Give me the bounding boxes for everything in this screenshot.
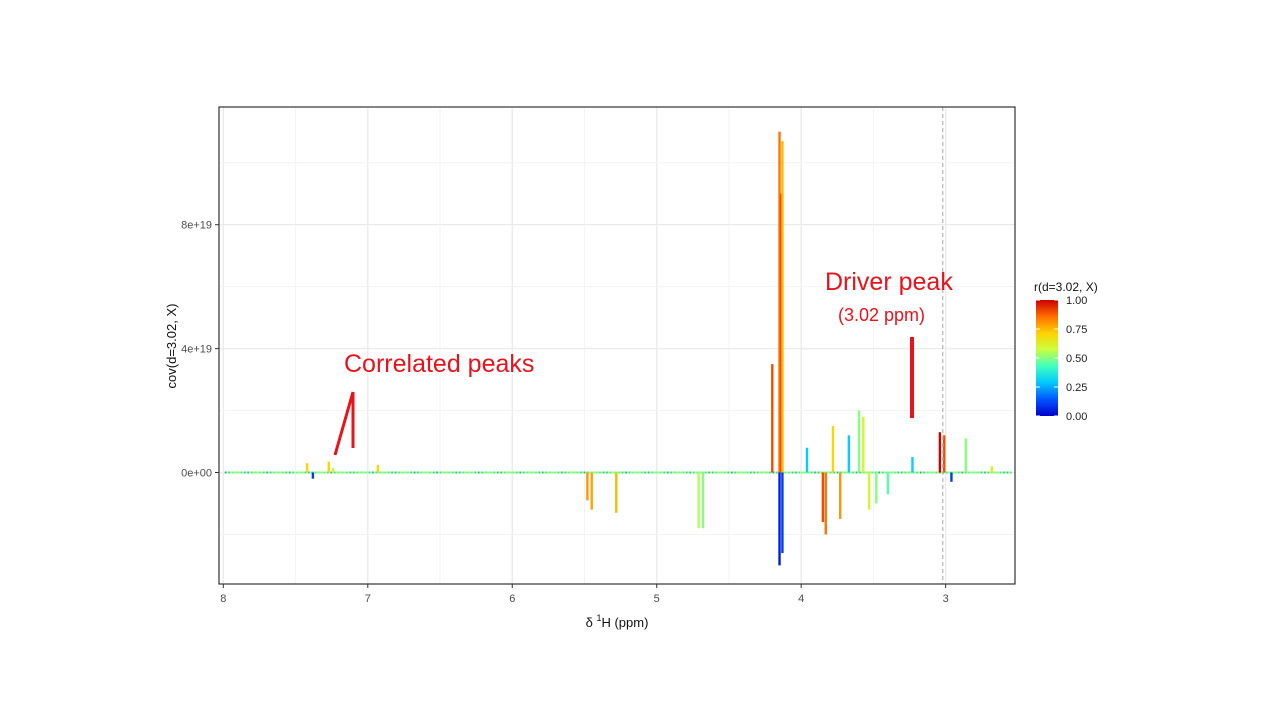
colorbar-tick-label: 1.00 [1066, 295, 1087, 307]
y-axis-title: cov(d=3.02, X) [164, 304, 179, 389]
x-tick-label: 8 [220, 593, 226, 605]
colorbar-legend: r(d=3.02, X) 1.00 0.75 0.50 0.25 0.00 [1034, 280, 1098, 423]
y-tick-label: 4e+19 [181, 344, 212, 356]
annotation-driver-ppm: (3.02 ppm) [838, 305, 925, 325]
annotation-correlated-peaks: Correlated peaks [344, 350, 534, 378]
y-tick-label: 8e+19 [181, 220, 212, 232]
x-axis-title-delta: δ [586, 615, 597, 630]
annotations: Correlated peaks Driver peak (3.02 ppm) [333, 268, 953, 456]
x-axis-title-unit: H (ppm) [601, 615, 648, 630]
x-tick-label: 6 [509, 593, 515, 605]
x-axis: 8 7 6 5 4 3 [220, 584, 949, 605]
colorbar-tick-label: 0.25 [1066, 382, 1087, 394]
x-axis-title: δ 1H (ppm) [586, 613, 649, 630]
x-axis-title-superscript: 1 [596, 613, 601, 623]
colorbar-ticks: 1.00 0.75 0.50 0.25 0.00 [1036, 295, 1087, 423]
annotation-correlated-pointer-1 [333, 391, 355, 456]
colorbar-tick-label: 0.00 [1066, 411, 1087, 423]
colorbar-tick-label: 0.50 [1066, 353, 1087, 365]
x-tick-label: 3 [943, 593, 949, 605]
x-tick-label: 7 [365, 593, 371, 605]
colorbar-gradient [1036, 300, 1058, 416]
plot-border [218, 106, 1016, 585]
y-axis: 0e+00 4e+19 8e+19 [181, 220, 219, 479]
y-tick-label: 0e+00 [181, 467, 212, 479]
colorbar-tick-label: 0.75 [1066, 324, 1087, 336]
x-tick-label: 5 [654, 593, 660, 605]
annotation-driver-peak: Driver peak [825, 268, 953, 296]
peak-series [305, 131, 994, 566]
x-tick-label: 4 [798, 593, 804, 605]
colorbar-title: r(d=3.02, X) [1034, 280, 1098, 294]
